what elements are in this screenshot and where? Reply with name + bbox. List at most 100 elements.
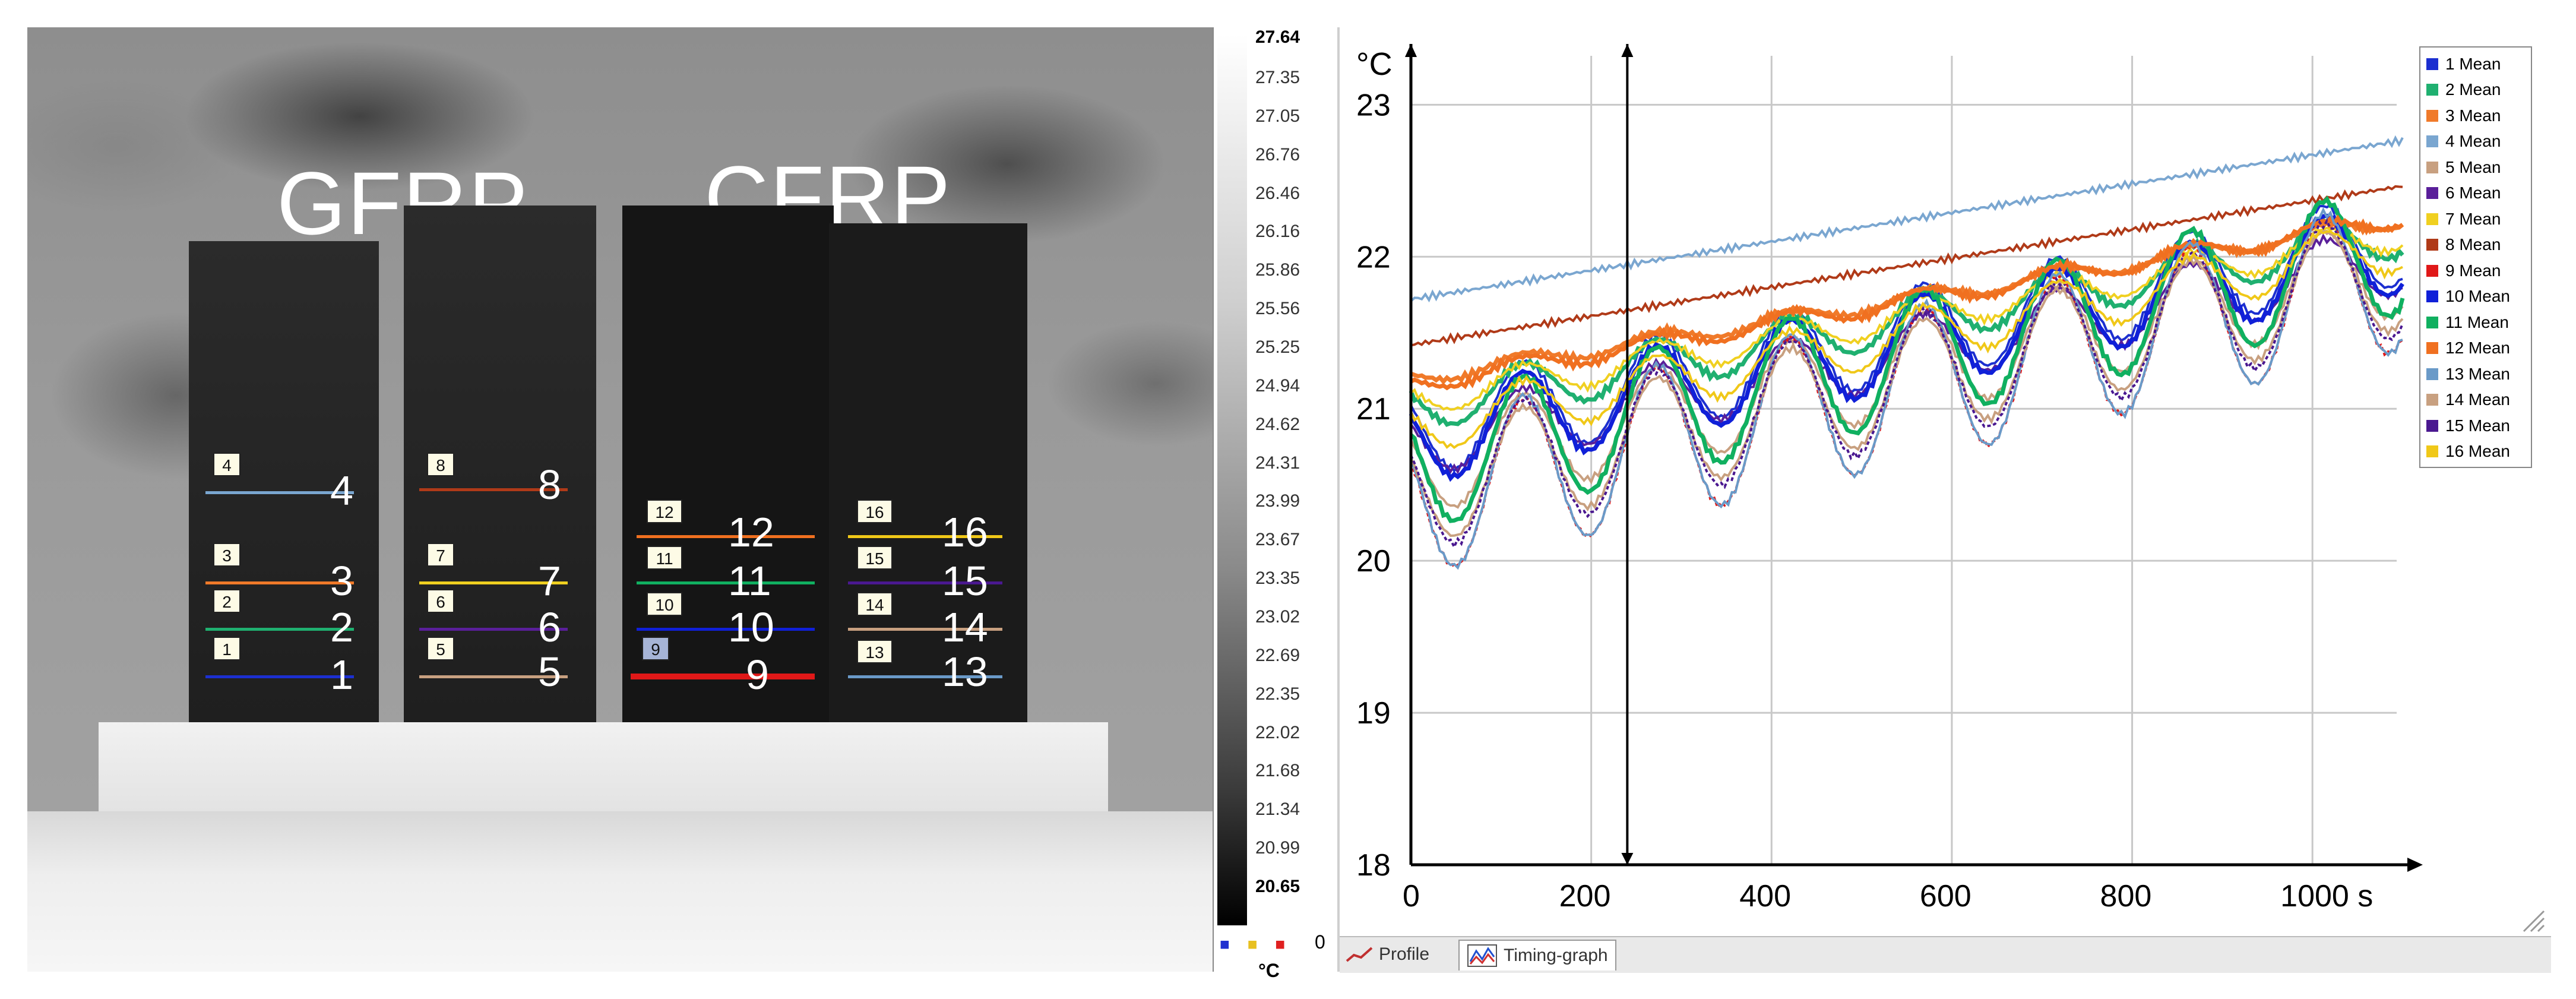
scale-label: 22.69 [1255, 645, 1300, 665]
roi-number-1: 1 [330, 652, 353, 698]
tab-timing-graph[interactable]: Timing-graph [1458, 940, 1616, 970]
roi-number-7: 7 [538, 558, 561, 604]
roi-number-14: 14 [942, 604, 988, 650]
roi-line-13[interactable] [848, 675, 1002, 678]
roi-line-16[interactable] [848, 535, 1002, 538]
legend-item[interactable]: 9 Mean [2420, 258, 2531, 284]
roi-line-15[interactable] [848, 581, 1002, 584]
roi-tag-2[interactable]: 2 [213, 589, 240, 613]
scale-label: 25.25 [1255, 337, 1300, 357]
legend-swatch-icon [2426, 213, 2438, 225]
roi-tag-5[interactable]: 5 [427, 637, 454, 660]
scale-unit: °C [1258, 960, 1280, 981]
roi-line-10[interactable] [637, 628, 815, 631]
roi-number-2: 2 [330, 604, 353, 650]
roi-number-10: 10 [728, 604, 774, 650]
legend-label: 8 Mean [2445, 235, 2501, 254]
scale-label: 26.16 [1255, 222, 1300, 242]
legend-item[interactable]: 16 Mean [2420, 439, 2531, 465]
scale-label: 24.31 [1255, 453, 1300, 473]
thermal-image: GFRP CFRP 4 4 3 3 2 2 1 1 8 8 7 7 6 6 5 … [27, 27, 1213, 972]
x-axis-arrow-icon [2407, 858, 2423, 872]
legend-item[interactable]: 11 Mean [2420, 309, 2531, 336]
tab-profile-label: Profile [1379, 944, 1430, 964]
legend-item[interactable]: 8 Mean [2420, 232, 2531, 258]
legend-swatch-icon [2426, 161, 2438, 173]
y-tick-label: 23 [1356, 88, 1391, 122]
resize-grip-icon[interactable] [2521, 909, 2545, 932]
graph-tabs: Profile Timing-graph [1340, 936, 2551, 973]
roi-tag-3[interactable]: 3 [213, 543, 240, 567]
roi-line-5[interactable] [419, 675, 568, 678]
scale-label: 21.68 [1255, 761, 1300, 781]
roi-number-13: 13 [942, 649, 988, 695]
legend-item[interactable]: 14 Mean [2420, 387, 2531, 413]
legend-swatch-icon [2426, 187, 2438, 200]
roi-tag-4[interactable]: 4 [213, 453, 240, 476]
legend-item[interactable]: 4 Mean [2420, 129, 2531, 155]
legend-item[interactable]: 12 Mean [2420, 336, 2531, 362]
legend-item[interactable]: 3 Mean [2420, 103, 2531, 129]
legend-label: 15 Mean [2445, 416, 2510, 435]
x-tick-label: 400 [1739, 879, 1791, 913]
series-line-7 [1410, 226, 2404, 411]
roi-line-6[interactable] [419, 628, 568, 631]
legend-item[interactable]: 1 Mean [2420, 51, 2531, 77]
legend-item[interactable]: 15 Mean [2420, 413, 2531, 439]
legend-swatch-icon [2426, 84, 2438, 96]
legend-label: 11 Mean [2445, 312, 2509, 331]
legend-label: 1 Mean [2445, 54, 2501, 73]
legend-item[interactable]: 13 Mean [2420, 361, 2531, 387]
legend-swatch-icon [2426, 135, 2438, 148]
roi-tag-13[interactable]: 13 [857, 640, 893, 663]
legend-label: 10 Mean [2445, 287, 2510, 306]
chart-series [1409, 135, 2405, 570]
roi-tag-12[interactable]: 12 [647, 500, 682, 523]
roi-line-2[interactable] [205, 628, 354, 631]
legend-item[interactable]: 5 Mean [2420, 154, 2531, 181]
roi-tag-1[interactable]: 1 [213, 637, 240, 660]
roi-line-7[interactable] [419, 581, 568, 584]
roi-line-9[interactable] [631, 674, 815, 679]
tab-profile[interactable]: Profile [1346, 940, 1429, 969]
roi-line-14[interactable] [848, 628, 1002, 631]
y-tick-label: 22 [1356, 240, 1391, 274]
roi-line-4[interactable] [205, 491, 354, 494]
legend-item[interactable]: 10 Mean [2420, 284, 2531, 310]
legend-item[interactable]: 6 Mean [2420, 181, 2531, 207]
marker-red-icon: ■ [1275, 935, 1286, 953]
roi-tag-14[interactable]: 14 [857, 592, 893, 616]
y-axis-unit: °C [1356, 46, 1393, 82]
cursor-top-arrow-icon [1621, 44, 1634, 57]
scale-label: 23.02 [1255, 607, 1300, 627]
roi-tag-8[interactable]: 8 [427, 453, 454, 476]
roi-tag-9[interactable]: 9 [642, 637, 669, 660]
series-line-11 [1409, 195, 2405, 523]
palette-markers: ■ ■ ■ [1220, 935, 1285, 954]
legend-item[interactable]: 2 Mean [2420, 77, 2531, 103]
roi-line-8[interactable] [419, 488, 568, 491]
roi-tag-16[interactable]: 16 [857, 500, 893, 523]
roi-line-3[interactable] [205, 581, 354, 584]
roi-line-1[interactable] [205, 675, 354, 678]
roi-tag-15[interactable]: 15 [857, 546, 893, 570]
roi-line-11[interactable] [637, 581, 815, 584]
scale-label: 25.86 [1255, 260, 1300, 280]
x-tick-label: 0 [1403, 879, 1420, 913]
roi-tag-6[interactable]: 6 [427, 589, 454, 613]
legend-item[interactable]: 7 Mean [2420, 206, 2531, 232]
scale-max[interactable]: 27.64 [1255, 27, 1300, 47]
y-axis-arrow-icon [1405, 44, 1417, 57]
roi-line-12[interactable] [637, 535, 815, 538]
color-scale-bar[interactable] [1217, 34, 1247, 925]
chart-ticks: 18 19 20 21 22 23 0 200 400 600 800 1000 s [1356, 88, 2373, 913]
legend-label: 13 Mean [2445, 364, 2510, 383]
legend-swatch-icon [2426, 342, 2438, 355]
roi-number-15: 15 [942, 558, 988, 604]
x-tick-label: 800 [2100, 879, 2152, 913]
specimen-holder [99, 722, 1108, 817]
roi-tag-10[interactable]: 10 [647, 592, 682, 616]
roi-tag-7[interactable]: 7 [427, 543, 454, 567]
scale-min[interactable]: 20.65 [1255, 877, 1300, 896]
roi-tag-11[interactable]: 11 [647, 546, 682, 570]
